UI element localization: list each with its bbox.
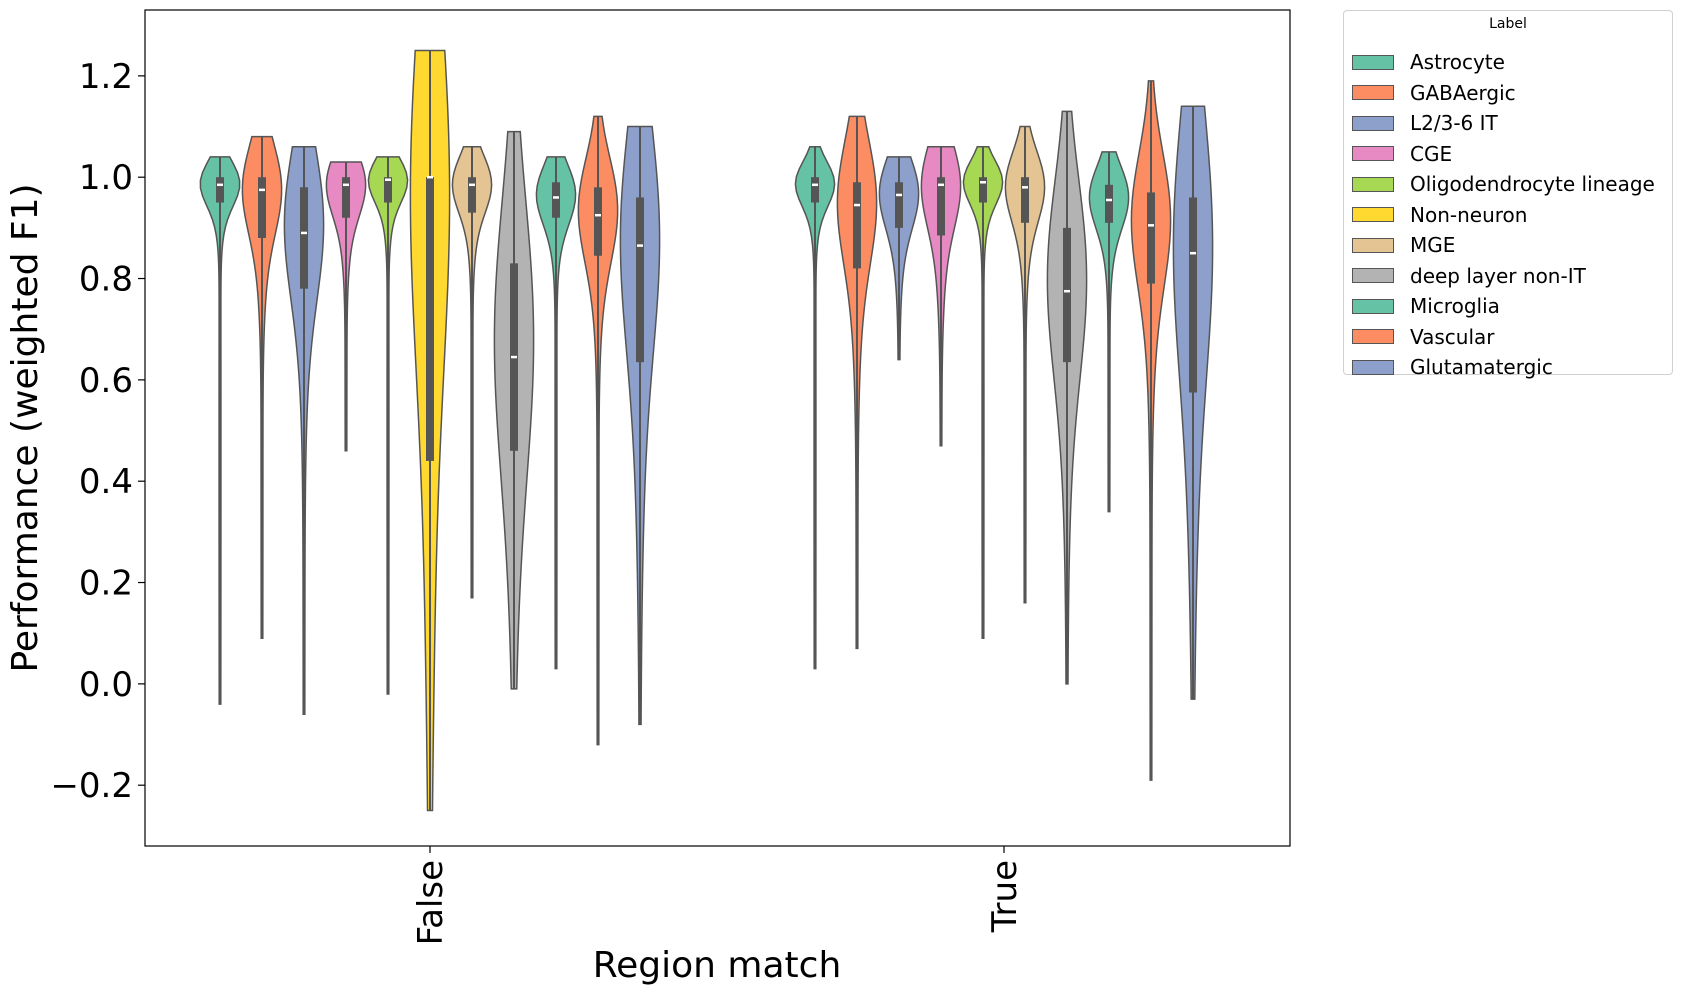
legend-item: Glutamatergic	[1352, 352, 1553, 382]
y-axis: −0.2 0.0 0.2 0.4 0.6 0.8 1.0 1.2	[50, 57, 145, 806]
legend-label: deep layer non-IT	[1410, 263, 1586, 288]
y-axis-label: Performance (weighted F1)	[5, 183, 46, 672]
legend-label: Vascular	[1410, 324, 1495, 349]
legend-swatch	[1352, 329, 1394, 344]
legend-swatch	[1352, 359, 1394, 375]
legend-swatch	[1352, 115, 1394, 131]
legend-swatch	[1352, 298, 1394, 314]
x-axis: False True	[411, 846, 1025, 945]
legend-label: MGE	[1410, 233, 1456, 257]
y-tick-label: 0.8	[79, 260, 133, 300]
violin-iqr-box	[300, 187, 308, 289]
y-tick-label: 0.2	[79, 564, 133, 604]
y-tick-label: 1.2	[79, 57, 133, 97]
x-tick-label: True	[985, 860, 1025, 933]
legend-item: CGE	[1352, 139, 1452, 169]
y-tick-label: 0.0	[79, 665, 133, 705]
violin-iqr-box	[853, 182, 861, 269]
legend: Label Astrocyte GABAergic L2/3-6 IT CGE Olig…	[1343, 10, 1673, 379]
violin-iqr-box	[258, 177, 266, 238]
legend-label: Glutamatergic	[1410, 355, 1553, 379]
plot-background	[145, 10, 1290, 846]
legend-label: Astrocyte	[1410, 50, 1505, 74]
legend-swatch	[1352, 237, 1394, 253]
legend-label: L2/3-6 IT	[1410, 111, 1498, 135]
legend-label: CGE	[1410, 141, 1453, 166]
legend-item: Astrocyte	[1352, 47, 1505, 77]
legend-item: L2/3-6 IT	[1352, 108, 1498, 138]
legend-swatch	[1352, 146, 1394, 161]
violin-iqr-box	[895, 182, 903, 228]
legend-swatch	[1352, 176, 1394, 192]
violin-iqr-box	[384, 177, 392, 203]
violin-iqr-box	[937, 177, 945, 236]
violin-iqr-box	[594, 187, 602, 256]
legend-item: Non-neuron	[1352, 200, 1527, 230]
legend-swatch	[1352, 85, 1394, 100]
violin-iqr-box	[426, 177, 434, 461]
violins-layer	[199, 49, 1214, 812]
legend-item: Vascular	[1352, 322, 1495, 352]
legend-label: Oligodendrocyte lineage	[1410, 172, 1655, 196]
violin-iqr-box	[216, 177, 224, 203]
y-tick-label: 0.6	[79, 361, 133, 401]
violin-iqr-box	[468, 177, 476, 213]
violin-iqr-box	[1147, 192, 1155, 284]
legend-title: Label	[1489, 16, 1527, 32]
legend-label: Microglia	[1410, 294, 1500, 318]
legend-swatch	[1352, 54, 1394, 70]
plot-frame	[144, 9, 1291, 847]
violin-iqr-box	[979, 177, 987, 203]
x-axis-label: Region match	[593, 945, 842, 986]
legend-swatch	[1352, 268, 1394, 283]
violin-iqr-box	[636, 197, 644, 363]
legend-swatch	[1352, 207, 1394, 222]
violin-iqr-box	[1189, 197, 1197, 393]
legend-label: GABAergic	[1410, 80, 1516, 105]
legend-label: Non-neuron	[1410, 202, 1528, 227]
legend-item: MGE	[1352, 230, 1455, 260]
violin-iqr-box	[342, 177, 350, 218]
legend-item: deep layer non-IT	[1352, 261, 1586, 291]
violin-iqr-box	[1063, 227, 1071, 363]
legend-item: Oligodendrocyte lineage	[1352, 169, 1655, 199]
violin-iqr-box	[1021, 177, 1029, 223]
y-tick-label: 1.0	[79, 158, 133, 198]
x-tick-label: False	[411, 860, 451, 945]
legend-item: Microglia	[1352, 291, 1500, 321]
legend-item: GABAergic	[1352, 78, 1516, 108]
y-tick-label: −0.2	[50, 766, 133, 806]
violin-iqr-box	[1105, 184, 1113, 223]
y-tick-label: 0.4	[79, 462, 133, 502]
violin-iqr-box	[552, 182, 560, 218]
violin-iqr-box	[811, 177, 819, 203]
